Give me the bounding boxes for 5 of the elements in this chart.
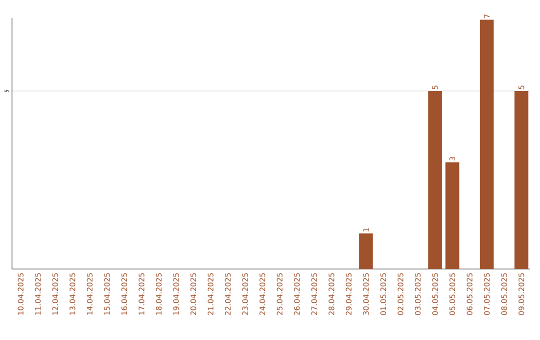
bar (514, 90, 528, 269)
bar (480, 20, 494, 269)
bar (359, 233, 373, 269)
bar (428, 90, 442, 269)
bar (445, 162, 460, 269)
